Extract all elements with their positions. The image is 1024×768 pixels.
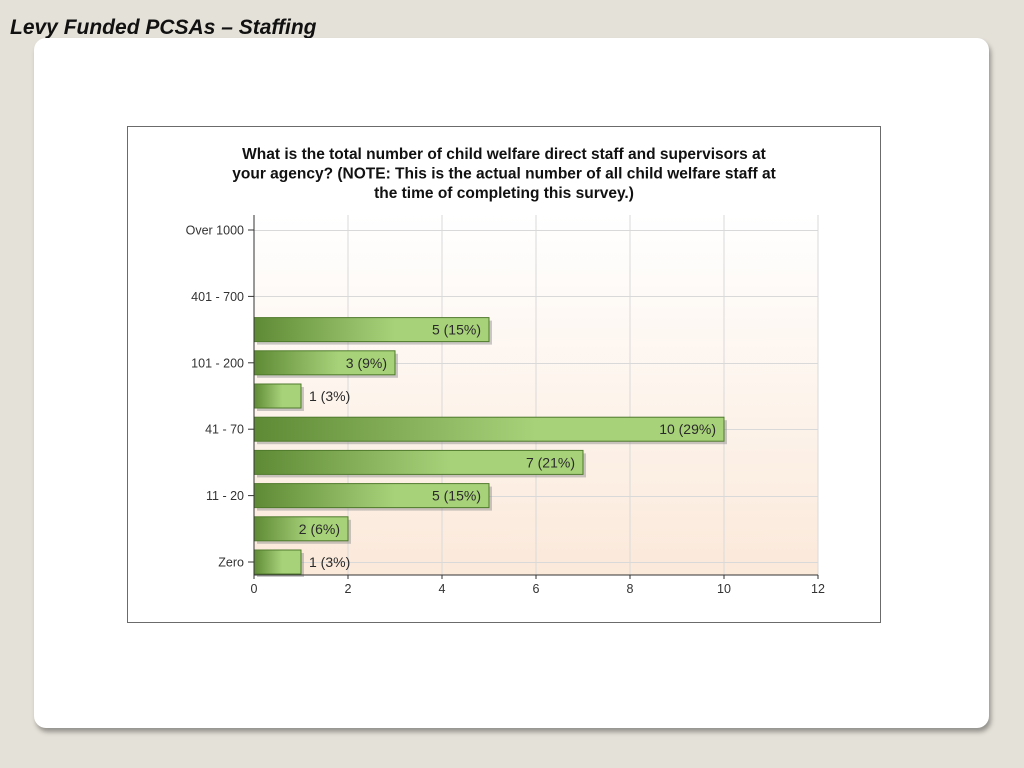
chart-title-line: your agency? (NOTE: This is the actual n… [232,166,775,183]
y-tick-label: 11 - 20 [206,489,244,503]
bar-value-label: 2 (6%) [299,521,340,537]
x-tick-label: 6 [533,582,540,596]
slide-title: Levy Funded PCSAs – Staffing [10,16,317,39]
x-tick-label: 0 [251,582,258,596]
bar-value-label: 10 (29%) [659,421,716,437]
x-tick-label: 4 [439,582,446,596]
bar-value-label: 1 (3%) [309,388,350,404]
y-tick-label: Over 1000 [186,224,244,238]
bar [253,449,584,475]
bar [253,383,302,409]
x-tick-label: 8 [627,582,634,596]
bar [253,483,490,509]
bar-value-label: 3 (9%) [346,355,387,371]
chart-title-line: What is the total number of child welfar… [242,146,766,163]
chart-frame: What is the total number of child welfar… [127,126,881,623]
y-tick-label: 101 - 200 [191,356,244,370]
bar [253,317,490,343]
bar-value-label: 7 (21%) [526,454,575,470]
bar-value-label: 5 (15%) [432,322,481,338]
y-tick-label: Zero [218,556,244,570]
bar [253,350,396,376]
y-tick-label: 41 - 70 [205,423,244,437]
bar-value-label: 5 (15%) [432,488,481,504]
y-tick-label: 401 - 700 [191,290,244,304]
bar-chart: What is the total number of child welfar… [186,146,825,596]
x-tick-label: 2 [345,582,352,596]
x-tick-label: 10 [717,582,731,596]
bar [253,416,725,442]
chart-title-line: the time of completing this survey.) [374,185,634,202]
bar [253,549,302,575]
bar [253,516,349,542]
bar-value-label: 1 (3%) [309,554,350,570]
x-tick-label: 12 [811,582,825,596]
